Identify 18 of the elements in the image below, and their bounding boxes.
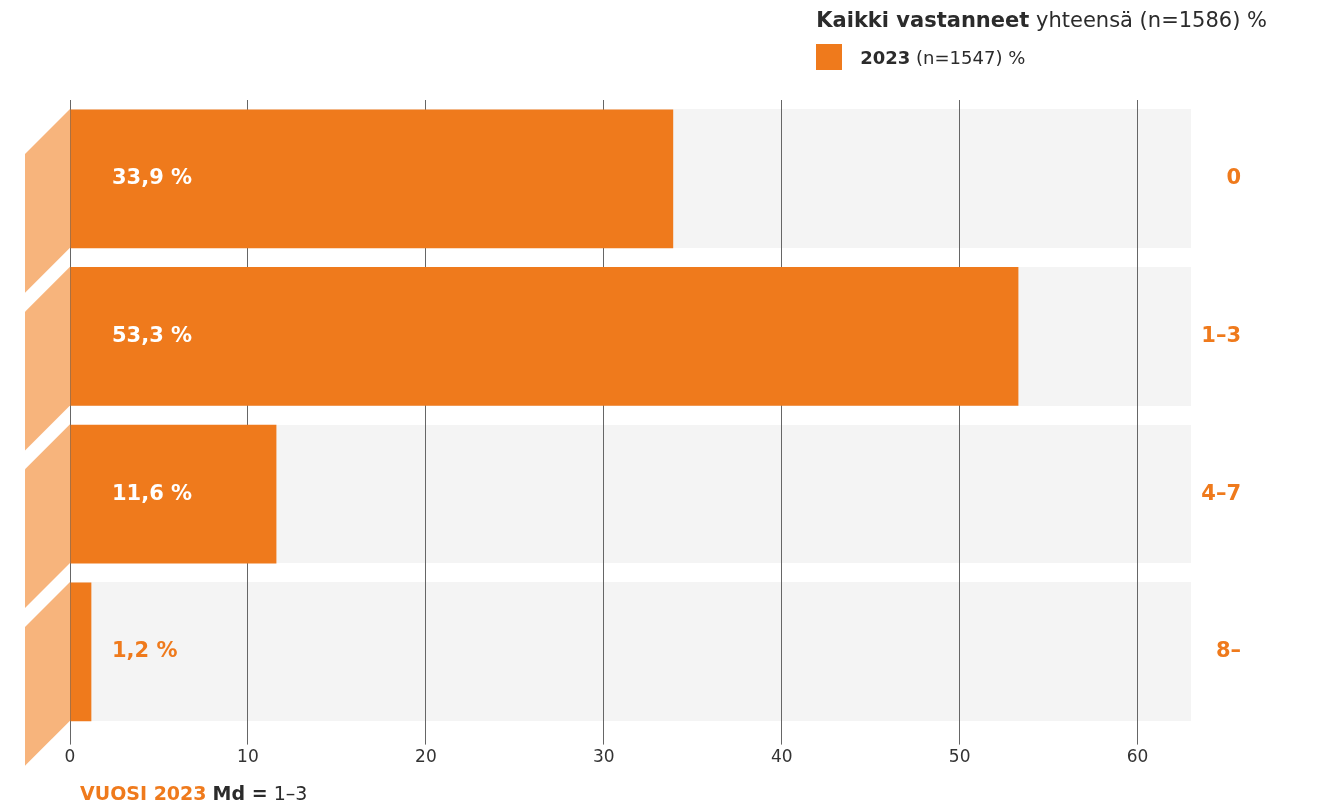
y-tick-label: 0 <box>1226 165 1241 190</box>
x-tick-label: 30 <box>592 746 615 767</box>
x-tick-label: 10 <box>237 746 259 767</box>
data-label: 1,2 % <box>112 638 178 663</box>
legend-label: 2023 (n=1547) % <box>860 46 1026 68</box>
data-label: 11,6 % <box>112 480 193 505</box>
x-tick-label: 20 <box>415 746 437 767</box>
y-tick-label: 1–3 <box>1201 322 1241 347</box>
x-tick-label: 50 <box>948 746 971 767</box>
data-label: 33,9 % <box>112 165 193 190</box>
text: VUOSI 2023 Md = 1–3 <box>80 782 308 804</box>
x-tick-label: 40 <box>770 746 793 767</box>
y-tick-label: 8– <box>1215 638 1241 663</box>
x-tick-label: 60 <box>1126 746 1149 767</box>
legend-title: Kaikki vastanneet yhteensä (n=1586) % <box>816 8 1267 32</box>
y-tick-label: 4–7 <box>1201 480 1241 505</box>
x-tick-label: 0 <box>64 746 76 767</box>
data-label: 53,3 % <box>112 322 193 347</box>
